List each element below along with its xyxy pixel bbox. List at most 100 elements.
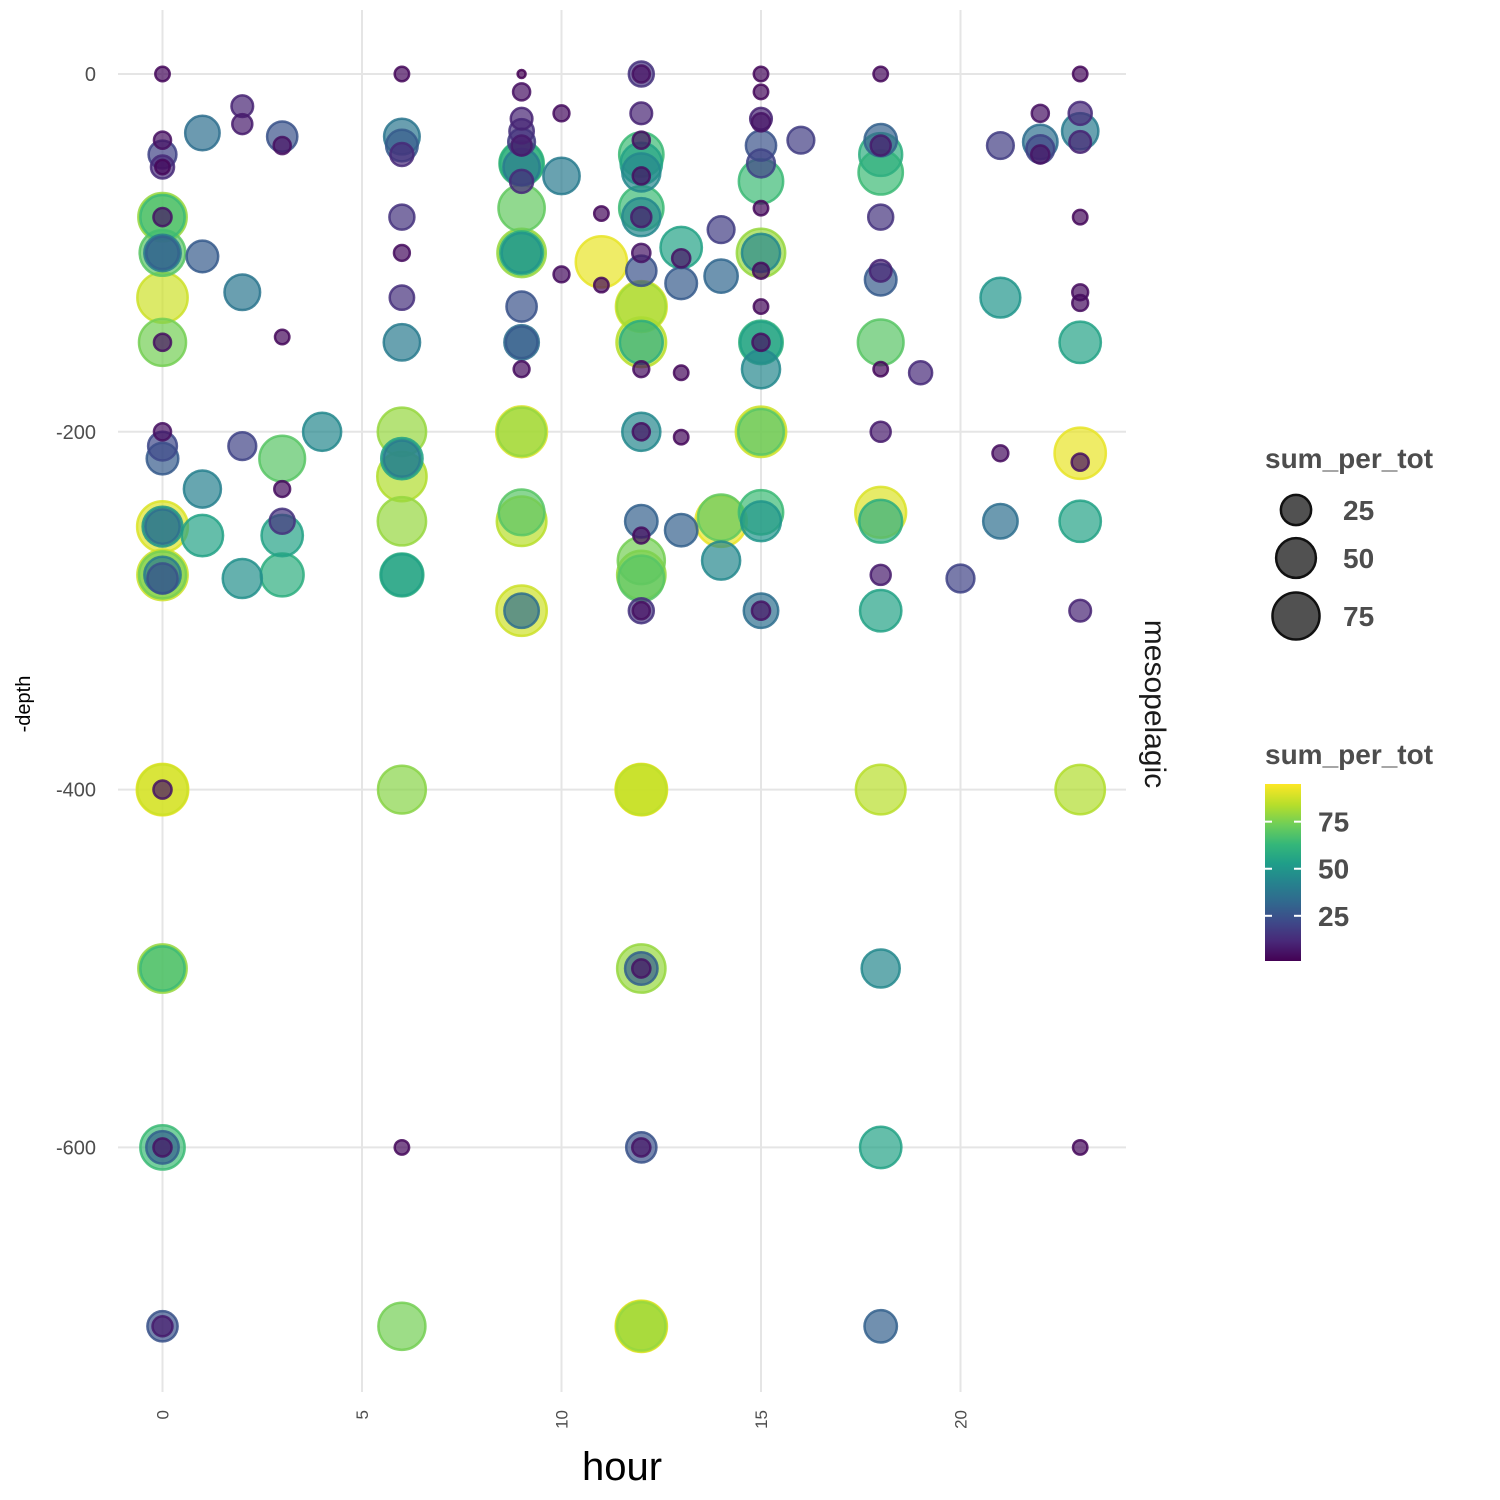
y-tick-label: -600: [56, 1137, 96, 1159]
data-point: [615, 1300, 667, 1352]
data-point: [259, 552, 305, 598]
color-legend-bar: [1265, 784, 1301, 961]
data-point: [144, 508, 181, 546]
data-point: [592, 276, 610, 294]
data-point: [696, 493, 746, 543]
data-point: [510, 134, 533, 157]
data-point: [512, 360, 531, 379]
data-point: [786, 125, 816, 155]
data-point: [860, 948, 902, 989]
data-point: [273, 328, 291, 346]
data-point: [672, 428, 690, 446]
color-legend-label: 50: [1318, 854, 1349, 885]
data-point: [991, 444, 1010, 463]
data-point: [552, 104, 571, 123]
color-legend-label: 25: [1318, 901, 1349, 932]
data-point: [146, 562, 179, 595]
data-point: [154, 158, 171, 176]
data-point: [1058, 320, 1103, 365]
data-point: [981, 502, 1019, 540]
data-point: [672, 364, 690, 382]
data-point: [631, 130, 652, 150]
data-point: [542, 156, 581, 196]
data-point: [1068, 129, 1093, 155]
data-point: [630, 205, 653, 229]
data-point: [388, 284, 416, 312]
x-tick-label: 20: [952, 1410, 971, 1429]
size-legend-label: 50: [1343, 543, 1374, 574]
data-point: [152, 422, 173, 442]
data-point: [863, 1308, 899, 1344]
data-point: [630, 958, 652, 979]
data-point: [618, 319, 664, 366]
data-point: [985, 130, 1016, 161]
data-point: [858, 588, 903, 633]
data-point: [866, 203, 895, 231]
data-point: [663, 512, 699, 548]
size-legend-title: sum_per_tot: [1265, 443, 1433, 474]
x-axis-title: hour: [582, 1445, 662, 1489]
data-point: [231, 112, 254, 136]
data-point: [670, 247, 692, 269]
data-point: [552, 265, 571, 284]
data-point: [136, 271, 189, 325]
data-point: [152, 1137, 173, 1158]
data-point: [389, 141, 415, 168]
data-point: [223, 273, 262, 312]
data-point: [740, 348, 782, 390]
data-point: [377, 1301, 427, 1352]
size-legend-key: [1271, 591, 1321, 641]
data-point: [858, 1125, 903, 1170]
data-point: [273, 479, 292, 499]
data-point: [664, 266, 699, 301]
y-axis-ticks: 0 -200 -400 -600: [56, 64, 96, 1159]
data-point: [508, 168, 535, 195]
data-point: [382, 322, 422, 362]
data-point: [393, 1138, 411, 1156]
data-point: [1067, 100, 1093, 127]
y-tick-label: -200: [56, 422, 96, 444]
y-tick-label: -400: [56, 780, 96, 802]
data-point: [1068, 598, 1093, 623]
data-point: [868, 258, 893, 283]
data-point: [496, 406, 548, 458]
data-point: [504, 325, 539, 360]
data-point: [221, 557, 264, 600]
data-point: [500, 231, 543, 275]
data-point: [509, 106, 534, 131]
data-point: [945, 563, 976, 594]
y-axis-title: -depth: [13, 676, 35, 733]
color-legend-label: 75: [1318, 807, 1349, 838]
data-point: [1054, 763, 1107, 816]
data-point: [511, 82, 532, 102]
data-point: [1071, 208, 1089, 226]
data-point: [152, 332, 173, 353]
data-point: [752, 65, 770, 83]
data-point: [392, 243, 412, 263]
data-point: [854, 763, 907, 816]
data-point: [1058, 499, 1103, 544]
y-tick-label: 0: [85, 64, 96, 86]
data-point: [631, 422, 652, 442]
data-point: [1070, 452, 1090, 473]
data-point: [858, 498, 904, 544]
facet-strip-label: mesopelagic: [1138, 620, 1171, 788]
data-point: [503, 592, 541, 630]
data-point: [615, 763, 668, 816]
data-point: [592, 205, 610, 223]
data-point: [700, 540, 742, 581]
data-point: [752, 83, 770, 101]
size-legend-key: [1274, 536, 1318, 580]
data-point: [516, 68, 527, 80]
data-point: [301, 411, 343, 453]
data-point: [869, 563, 892, 587]
data-points: [135, 60, 1108, 1354]
data-point: [497, 488, 546, 537]
data-point: [1071, 293, 1090, 313]
data-point: [1071, 65, 1089, 83]
data-point: [630, 1137, 652, 1158]
data-point: [183, 114, 221, 152]
data-point: [1071, 1138, 1089, 1156]
data-point: [268, 507, 296, 535]
x-tick-label: 5: [353, 1410, 372, 1419]
